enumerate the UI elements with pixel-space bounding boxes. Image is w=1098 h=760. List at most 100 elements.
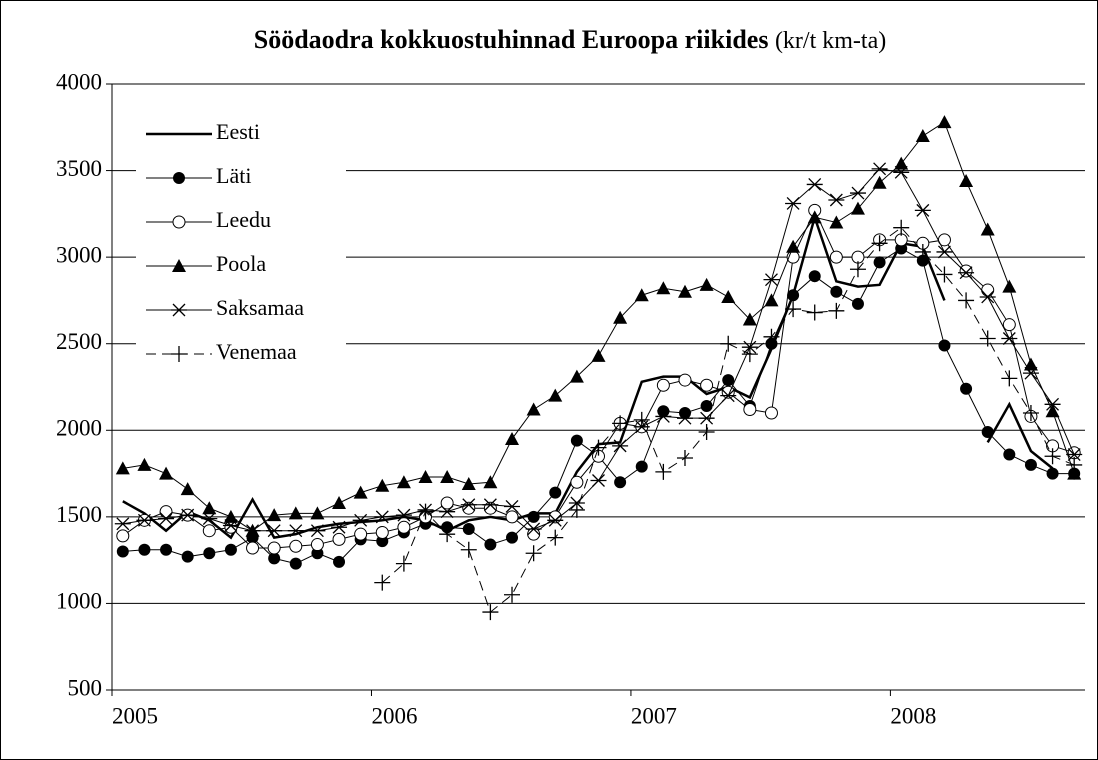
marker	[1001, 332, 1018, 345]
marker	[159, 505, 173, 519]
marker	[633, 411, 650, 428]
legend-label: Saksamaa	[216, 295, 304, 320]
marker-shape	[375, 478, 390, 492]
marker	[1003, 448, 1016, 461]
marker-shape	[981, 283, 995, 297]
marker	[246, 541, 260, 555]
marker	[914, 243, 931, 260]
marker-shape	[980, 222, 995, 236]
marker-shape	[482, 498, 499, 512]
marker-shape	[678, 373, 692, 387]
marker-shape	[612, 439, 629, 453]
marker-shape	[158, 512, 175, 526]
marker-shape	[527, 527, 541, 541]
marker-shape	[981, 426, 994, 439]
marker-shape	[720, 389, 737, 403]
marker	[849, 186, 866, 200]
marker-shape	[462, 522, 475, 535]
marker-shape	[439, 505, 456, 519]
marker	[871, 162, 888, 176]
marker	[159, 466, 174, 480]
marker	[525, 545, 542, 562]
marker-shape	[958, 266, 975, 280]
marker-shape	[743, 403, 757, 417]
marker-shape	[1001, 332, 1018, 345]
marker-shape	[244, 524, 261, 538]
marker	[829, 250, 843, 264]
marker	[418, 470, 433, 484]
marker	[172, 215, 186, 229]
marker-shape	[979, 330, 996, 347]
marker	[332, 532, 346, 546]
marker	[137, 457, 152, 471]
marker	[807, 210, 822, 224]
marker-shape	[439, 526, 456, 543]
marker-shape	[310, 538, 324, 552]
marker-shape	[676, 411, 693, 425]
marker	[116, 545, 129, 558]
legend-label: Eesti	[216, 119, 260, 144]
y-tick-label: 2500	[56, 329, 102, 354]
marker-shape	[267, 541, 281, 555]
marker-shape	[396, 475, 411, 489]
marker	[872, 175, 887, 189]
marker	[656, 378, 670, 392]
marker	[374, 510, 391, 524]
marker-shape	[937, 115, 952, 129]
marker-shape	[116, 545, 129, 558]
marker	[851, 297, 864, 310]
marker	[1067, 466, 1082, 480]
marker-shape	[741, 346, 758, 363]
marker-shape	[700, 400, 713, 413]
marker-shape	[590, 439, 607, 456]
marker	[699, 277, 714, 291]
marker-shape	[871, 235, 888, 252]
marker-shape	[417, 503, 434, 520]
marker	[614, 476, 627, 489]
marker-shape	[395, 508, 412, 522]
marker-shape	[634, 288, 649, 302]
marker	[483, 475, 498, 489]
marker	[332, 496, 347, 510]
marker	[266, 524, 283, 538]
marker	[461, 476, 476, 490]
marker	[504, 586, 521, 603]
marker-shape	[828, 193, 845, 207]
marker	[700, 400, 713, 413]
marker	[786, 239, 801, 253]
marker-shape	[873, 256, 886, 269]
marker	[1066, 456, 1083, 473]
marker-shape	[506, 531, 519, 544]
marker	[676, 411, 693, 425]
marker-shape	[460, 541, 477, 558]
marker-shape	[267, 508, 282, 522]
marker	[1002, 279, 1017, 293]
marker-shape	[397, 520, 411, 534]
marker	[525, 522, 542, 536]
marker-shape	[570, 475, 584, 489]
y-tick-label: 1000	[56, 589, 102, 614]
marker	[787, 289, 800, 302]
marker	[590, 439, 607, 456]
marker-shape	[938, 339, 951, 352]
marker	[979, 290, 996, 304]
marker	[613, 310, 628, 324]
marker-shape	[547, 513, 564, 527]
marker	[396, 475, 411, 489]
marker-shape	[914, 243, 931, 260]
marker	[202, 524, 216, 538]
marker	[267, 508, 282, 522]
marker-shape	[786, 239, 801, 253]
title: Söödaodra kokkuostuhinnad Euroopa riikid…	[254, 25, 769, 54]
marker	[172, 259, 186, 272]
marker-shape	[633, 411, 650, 428]
marker-shape	[614, 476, 627, 489]
marker-shape	[1001, 370, 1018, 387]
marker	[634, 288, 649, 302]
chart-title: Söödaodra kokkuostuhinnad Euroopa riikid…	[254, 25, 886, 54]
marker-shape	[635, 460, 648, 473]
marker-shape	[159, 505, 173, 519]
marker	[569, 369, 584, 383]
marker-shape	[138, 543, 151, 556]
